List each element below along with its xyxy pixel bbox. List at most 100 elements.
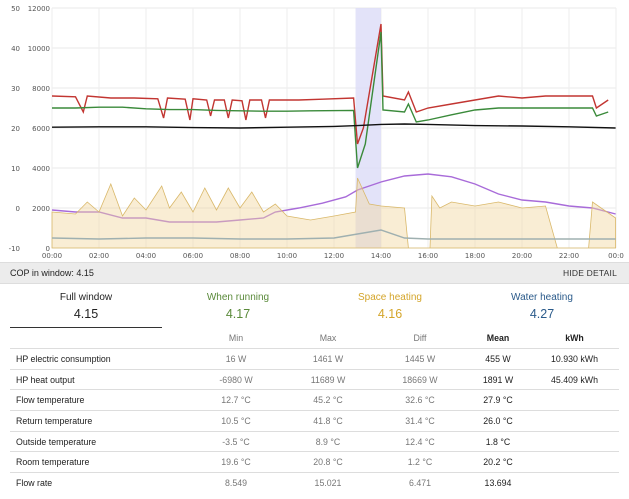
cell-diff: 6.471 bbox=[408, 477, 431, 488]
row-label: Outside temperature bbox=[16, 436, 97, 447]
tab-full-window[interactable]: Full window 4.15 bbox=[10, 290, 162, 328]
cell-mean: 26.0 °C bbox=[483, 415, 513, 426]
cell-max: 45.2 °C bbox=[313, 395, 343, 406]
x-tick-label: 06:00 bbox=[183, 252, 203, 260]
header-kwh: kWh bbox=[565, 333, 584, 343]
table-row: Room temperature 19.6 °C 20.8 °C 1.2 °C … bbox=[10, 451, 619, 472]
cell-mean: 1891 W bbox=[482, 374, 514, 385]
table-row: Flow rate 8.549 15.021 6.471 13.694 bbox=[10, 472, 619, 493]
cell-mean: 1.8 °C bbox=[485, 436, 511, 447]
cop-in-window-label: COP in window: 4.15 bbox=[10, 268, 94, 278]
cell-diff: 31.4 °C bbox=[405, 415, 435, 426]
stats-table: Min Max Diff Mean kWh HP electric consum… bbox=[10, 328, 619, 493]
row-label: Flow temperature bbox=[16, 395, 85, 406]
cell-diff: 1445 W bbox=[404, 353, 436, 364]
cell-min: 16 W bbox=[225, 353, 247, 364]
y-right-tick-label: 0 bbox=[46, 245, 50, 253]
x-tick-label: 12:00 bbox=[324, 252, 344, 260]
y-left-tick-label: 20 bbox=[11, 125, 20, 133]
tab-label: Space heating bbox=[358, 292, 422, 303]
y-right-tick-label: 4000 bbox=[32, 165, 50, 173]
y-right-tick-label: 12000 bbox=[28, 5, 50, 13]
cop-bar: COP in window: 4.15 HIDE DETAIL bbox=[0, 262, 629, 284]
table-header-row: Min Max Diff Mean kWh bbox=[10, 328, 619, 348]
row-label: Return temperature bbox=[16, 415, 93, 426]
table-row: HP electric consumption 16 W 1461 W 1445… bbox=[10, 348, 619, 369]
cell-mean: 455 W bbox=[485, 353, 511, 364]
row-label: HP heat output bbox=[16, 374, 75, 385]
time-series-chart[interactable]: 50 12000 40 10000 30 8000 20 6000 10 4000 0 2000 -10… bbox=[0, 0, 629, 262]
cell-mean: 13.694 bbox=[484, 477, 512, 488]
cell-kwh: 10.930 kWh bbox=[551, 353, 598, 364]
x-tick-label: 20:00 bbox=[512, 252, 532, 260]
series-line bbox=[51, 229, 616, 240]
y-right-tick-label: 8000 bbox=[32, 85, 50, 93]
tab-label: When running bbox=[206, 292, 270, 303]
cell-max: 8.9 °C bbox=[315, 436, 341, 447]
row-label: Room temperature bbox=[16, 457, 90, 468]
x-tick-label: 08:00 bbox=[230, 252, 250, 260]
tab-water-heating[interactable]: Water heating 4.27 bbox=[466, 290, 618, 328]
cop-tabs: Full window 4.15 When running 4.17 Space… bbox=[10, 290, 619, 328]
cell-max: 11689 W bbox=[310, 374, 346, 385]
row-label: Flow rate bbox=[16, 477, 53, 488]
x-tick-label: 10:00 bbox=[277, 252, 297, 260]
cell-min: 10.5 °C bbox=[221, 415, 251, 426]
cell-max: 15.021 bbox=[314, 477, 342, 488]
y-left-tick-label: 30 bbox=[11, 85, 20, 93]
table-row: HP heat output -6980 W 11689 W 18669 W 1… bbox=[10, 368, 619, 390]
x-tick-label: 04:00 bbox=[136, 252, 156, 260]
cell-diff: 1.2 °C bbox=[407, 457, 433, 468]
cell-min: 19.6 °C bbox=[221, 457, 251, 468]
cell-max: 1461 W bbox=[312, 353, 344, 364]
series-line bbox=[52, 31, 609, 169]
hide-detail-button[interactable]: HIDE DETAIL bbox=[563, 268, 617, 278]
table-row: Return temperature 10.5 °C 41.8 °C 31.4 … bbox=[10, 410, 619, 431]
x-tick-label: 18:00 bbox=[465, 252, 485, 260]
y-left-tick-label: 10 bbox=[11, 165, 20, 173]
series-line bbox=[51, 173, 616, 223]
x-tick-label: 00:00 bbox=[42, 252, 62, 260]
tab-label: Full window bbox=[59, 292, 113, 303]
x-tick-label: 14:00 bbox=[371, 252, 391, 260]
cell-min: 12.7 °C bbox=[221, 395, 251, 406]
cell-mean: 20.2 °C bbox=[483, 457, 513, 468]
tab-value: 4.27 bbox=[529, 307, 555, 321]
table-row: Flow temperature 12.7 °C 45.2 °C 32.6 °C… bbox=[10, 389, 619, 410]
cell-min: 8.549 bbox=[224, 477, 247, 488]
cell-mean: 27.9 °C bbox=[483, 395, 513, 406]
x-tick-label: 02:00 bbox=[89, 252, 109, 260]
y-left-tick-label: 50 bbox=[11, 5, 20, 13]
chart-canvas[interactable]: 50 12000 40 10000 30 8000 20 6000 10 4000 0 2000 -10… bbox=[0, 0, 629, 262]
y-left-tick-label: 0 bbox=[16, 205, 20, 213]
cell-diff: 18669 W bbox=[402, 374, 438, 385]
series-area bbox=[51, 177, 616, 249]
cell-diff: 12.4 °C bbox=[405, 436, 435, 447]
tab-label: Water heating bbox=[511, 292, 573, 303]
y-right-tick-label: 10000 bbox=[28, 45, 50, 53]
x-tick-label: 22:00 bbox=[559, 252, 579, 260]
table-row: Outside temperature -3.5 °C 8.9 °C 12.4 … bbox=[10, 430, 619, 452]
tab-when-running[interactable]: When running 4.17 bbox=[162, 290, 314, 328]
series-line bbox=[51, 123, 616, 129]
x-tick-label: 16:00 bbox=[418, 252, 438, 260]
y-right-tick-label: 2000 bbox=[32, 205, 50, 213]
cell-max: 41.8 °C bbox=[313, 415, 343, 426]
y-right-tick-label: 6000 bbox=[32, 125, 50, 133]
row-label: HP electric consumption bbox=[16, 353, 111, 364]
cell-min: -3.5 °C bbox=[222, 436, 250, 447]
cell-min: -6980 W bbox=[219, 374, 253, 385]
tab-value: 4.16 bbox=[377, 307, 403, 321]
y-left-tick-label: -10 bbox=[9, 245, 20, 253]
series-line bbox=[51, 23, 609, 145]
tab-value: 4.15 bbox=[73, 307, 99, 321]
cell-kwh: 45.409 kWh bbox=[551, 374, 598, 385]
header-max: Max bbox=[319, 333, 337, 343]
header-min: Min bbox=[228, 333, 244, 343]
cell-max: 20.8 °C bbox=[313, 457, 343, 468]
x-tick-label: 00:0 bbox=[608, 252, 624, 260]
cell-diff: 32.6 °C bbox=[405, 395, 435, 406]
y-left-tick-label: 40 bbox=[11, 45, 20, 53]
header-mean: Mean bbox=[486, 333, 510, 343]
tab-space-heating[interactable]: Space heating 4.16 bbox=[314, 290, 466, 328]
